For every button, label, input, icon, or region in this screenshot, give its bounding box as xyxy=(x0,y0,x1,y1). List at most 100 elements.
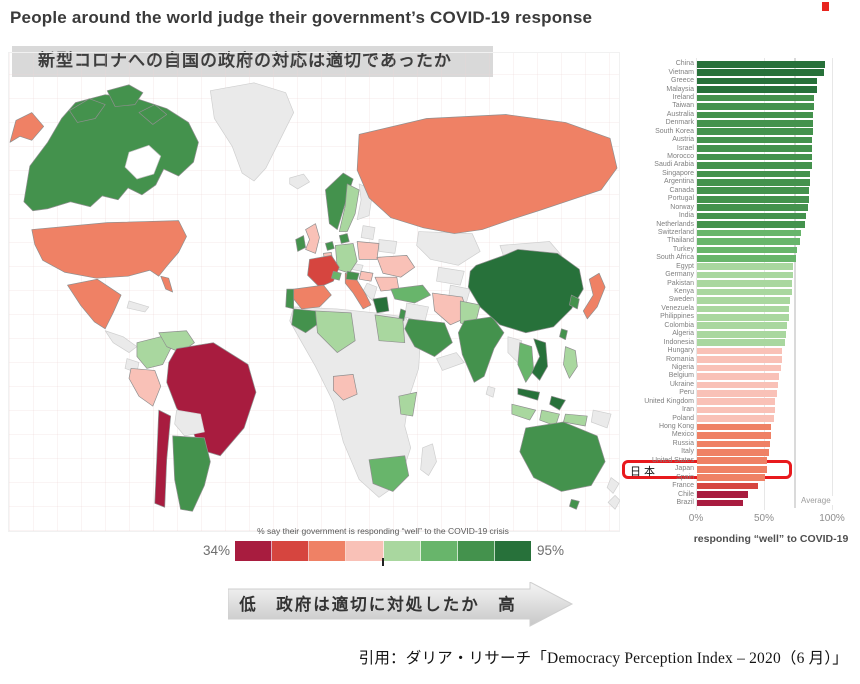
bar-track xyxy=(697,414,832,422)
map-sweden xyxy=(338,183,360,232)
bar-row: Netherlands xyxy=(628,220,832,228)
bar xyxy=(697,162,812,169)
legend-color-ramp xyxy=(235,541,531,561)
bar xyxy=(697,339,785,346)
bar-country-label: Russia xyxy=(672,439,694,447)
source-citation: 引用：ダリア・リサーチ「Democracy Perception Index –… xyxy=(358,650,848,667)
bar-row: Chile xyxy=(628,490,832,498)
bar-row: Spain xyxy=(628,473,832,481)
legend-color-block xyxy=(457,541,495,561)
legend-min-label: 34% xyxy=(202,543,230,558)
bar-track xyxy=(697,355,832,363)
bar-row: Poland xyxy=(628,414,832,422)
bar-country-label: Ukraine xyxy=(669,380,694,388)
bar-row: Denmark xyxy=(628,119,832,127)
bar xyxy=(697,491,749,498)
bar-country-label: Japan xyxy=(674,465,694,473)
map-central-america xyxy=(104,330,138,353)
bar-row: Kenya xyxy=(628,288,832,296)
bar-row: Australia xyxy=(628,111,832,119)
map-balkans xyxy=(362,282,378,302)
map-thailand xyxy=(517,342,535,383)
bar-country-label: Switzerland xyxy=(657,228,694,236)
map-legend-title: % say their government is responding “we… xyxy=(257,526,509,536)
bar-track xyxy=(697,111,832,119)
bar xyxy=(697,60,826,68)
map-malaysia-borneo xyxy=(549,395,566,411)
map-morocco xyxy=(291,308,320,334)
bar-row: Morocco xyxy=(628,153,832,161)
bar-track xyxy=(697,254,832,262)
bar-country-label: Colombia xyxy=(664,321,694,329)
bar-track xyxy=(697,102,832,110)
bar xyxy=(697,347,783,355)
map-saudi-arabia xyxy=(404,318,453,357)
bar xyxy=(697,330,787,338)
legend-color-block xyxy=(235,541,273,561)
bar-row: United Kingdom xyxy=(628,398,832,406)
bar-track xyxy=(697,178,832,186)
bar xyxy=(697,288,792,296)
legend-midpoint-tick xyxy=(382,558,384,566)
bar-row: Thailand xyxy=(628,237,832,245)
bar xyxy=(697,111,814,119)
bar xyxy=(697,373,780,380)
bar xyxy=(697,499,743,507)
bar-country-label: Hong Kong xyxy=(658,423,694,431)
bar xyxy=(697,356,783,363)
bar xyxy=(697,449,769,456)
bar-row: France xyxy=(628,482,832,490)
bar-track xyxy=(697,406,832,414)
map-chile xyxy=(154,409,172,508)
map-alaska xyxy=(9,112,45,143)
bar-country-label: Thailand xyxy=(667,237,694,245)
bar-country-label: Kenya xyxy=(674,288,694,296)
map-taiwan xyxy=(559,328,568,341)
bar-track xyxy=(697,440,832,448)
bar xyxy=(697,432,772,439)
bar xyxy=(697,254,796,262)
world-choropleth-map xyxy=(9,82,620,512)
bar-track xyxy=(697,153,832,161)
bar xyxy=(697,314,789,321)
map-kenya xyxy=(398,391,418,417)
bar xyxy=(697,364,781,372)
bar xyxy=(697,457,768,465)
map-greece xyxy=(372,296,390,314)
bar-track xyxy=(697,187,832,195)
map-netherlands xyxy=(325,241,335,251)
map-china xyxy=(467,249,584,334)
bar-row: Romania xyxy=(628,355,832,363)
bar-row: China xyxy=(628,60,832,68)
bar-row: India xyxy=(628,212,832,220)
bar-row: Colombia xyxy=(628,322,832,330)
subtitle-japanese: 新型コロナへの自国の政府の対応は適切であったか xyxy=(12,46,493,77)
legend-max-label: 95% xyxy=(537,543,565,558)
map-algeria xyxy=(315,310,356,353)
bar-row: Saudi Arabia xyxy=(628,161,832,169)
bar-track xyxy=(697,431,832,439)
bar-row: Norway xyxy=(628,203,832,211)
bar xyxy=(697,305,789,313)
bar-row: Ukraine xyxy=(628,381,832,389)
bar-country-label: France xyxy=(672,482,694,490)
bar-track xyxy=(697,389,832,397)
bar-country-label: Malaysia xyxy=(666,85,694,93)
bar xyxy=(697,465,768,473)
x-tick-label: 50% xyxy=(753,513,774,524)
bar-country-label: China xyxy=(675,60,694,68)
bar xyxy=(697,263,793,271)
bar-track xyxy=(697,279,832,287)
bar-row: Nigeria xyxy=(628,364,832,372)
bar-country-label: United States xyxy=(651,456,694,464)
gridline-0 xyxy=(696,58,697,510)
map-turkey xyxy=(390,284,431,304)
bar-row: Singapore xyxy=(628,170,832,178)
red-corner-marker xyxy=(822,2,829,11)
bar-track xyxy=(697,263,832,271)
bar-country-label: Norway xyxy=(670,203,694,211)
bar-country-label: Belgium xyxy=(668,372,694,380)
map-philippines xyxy=(563,346,578,379)
bar-country-label: Ireland xyxy=(672,93,694,101)
